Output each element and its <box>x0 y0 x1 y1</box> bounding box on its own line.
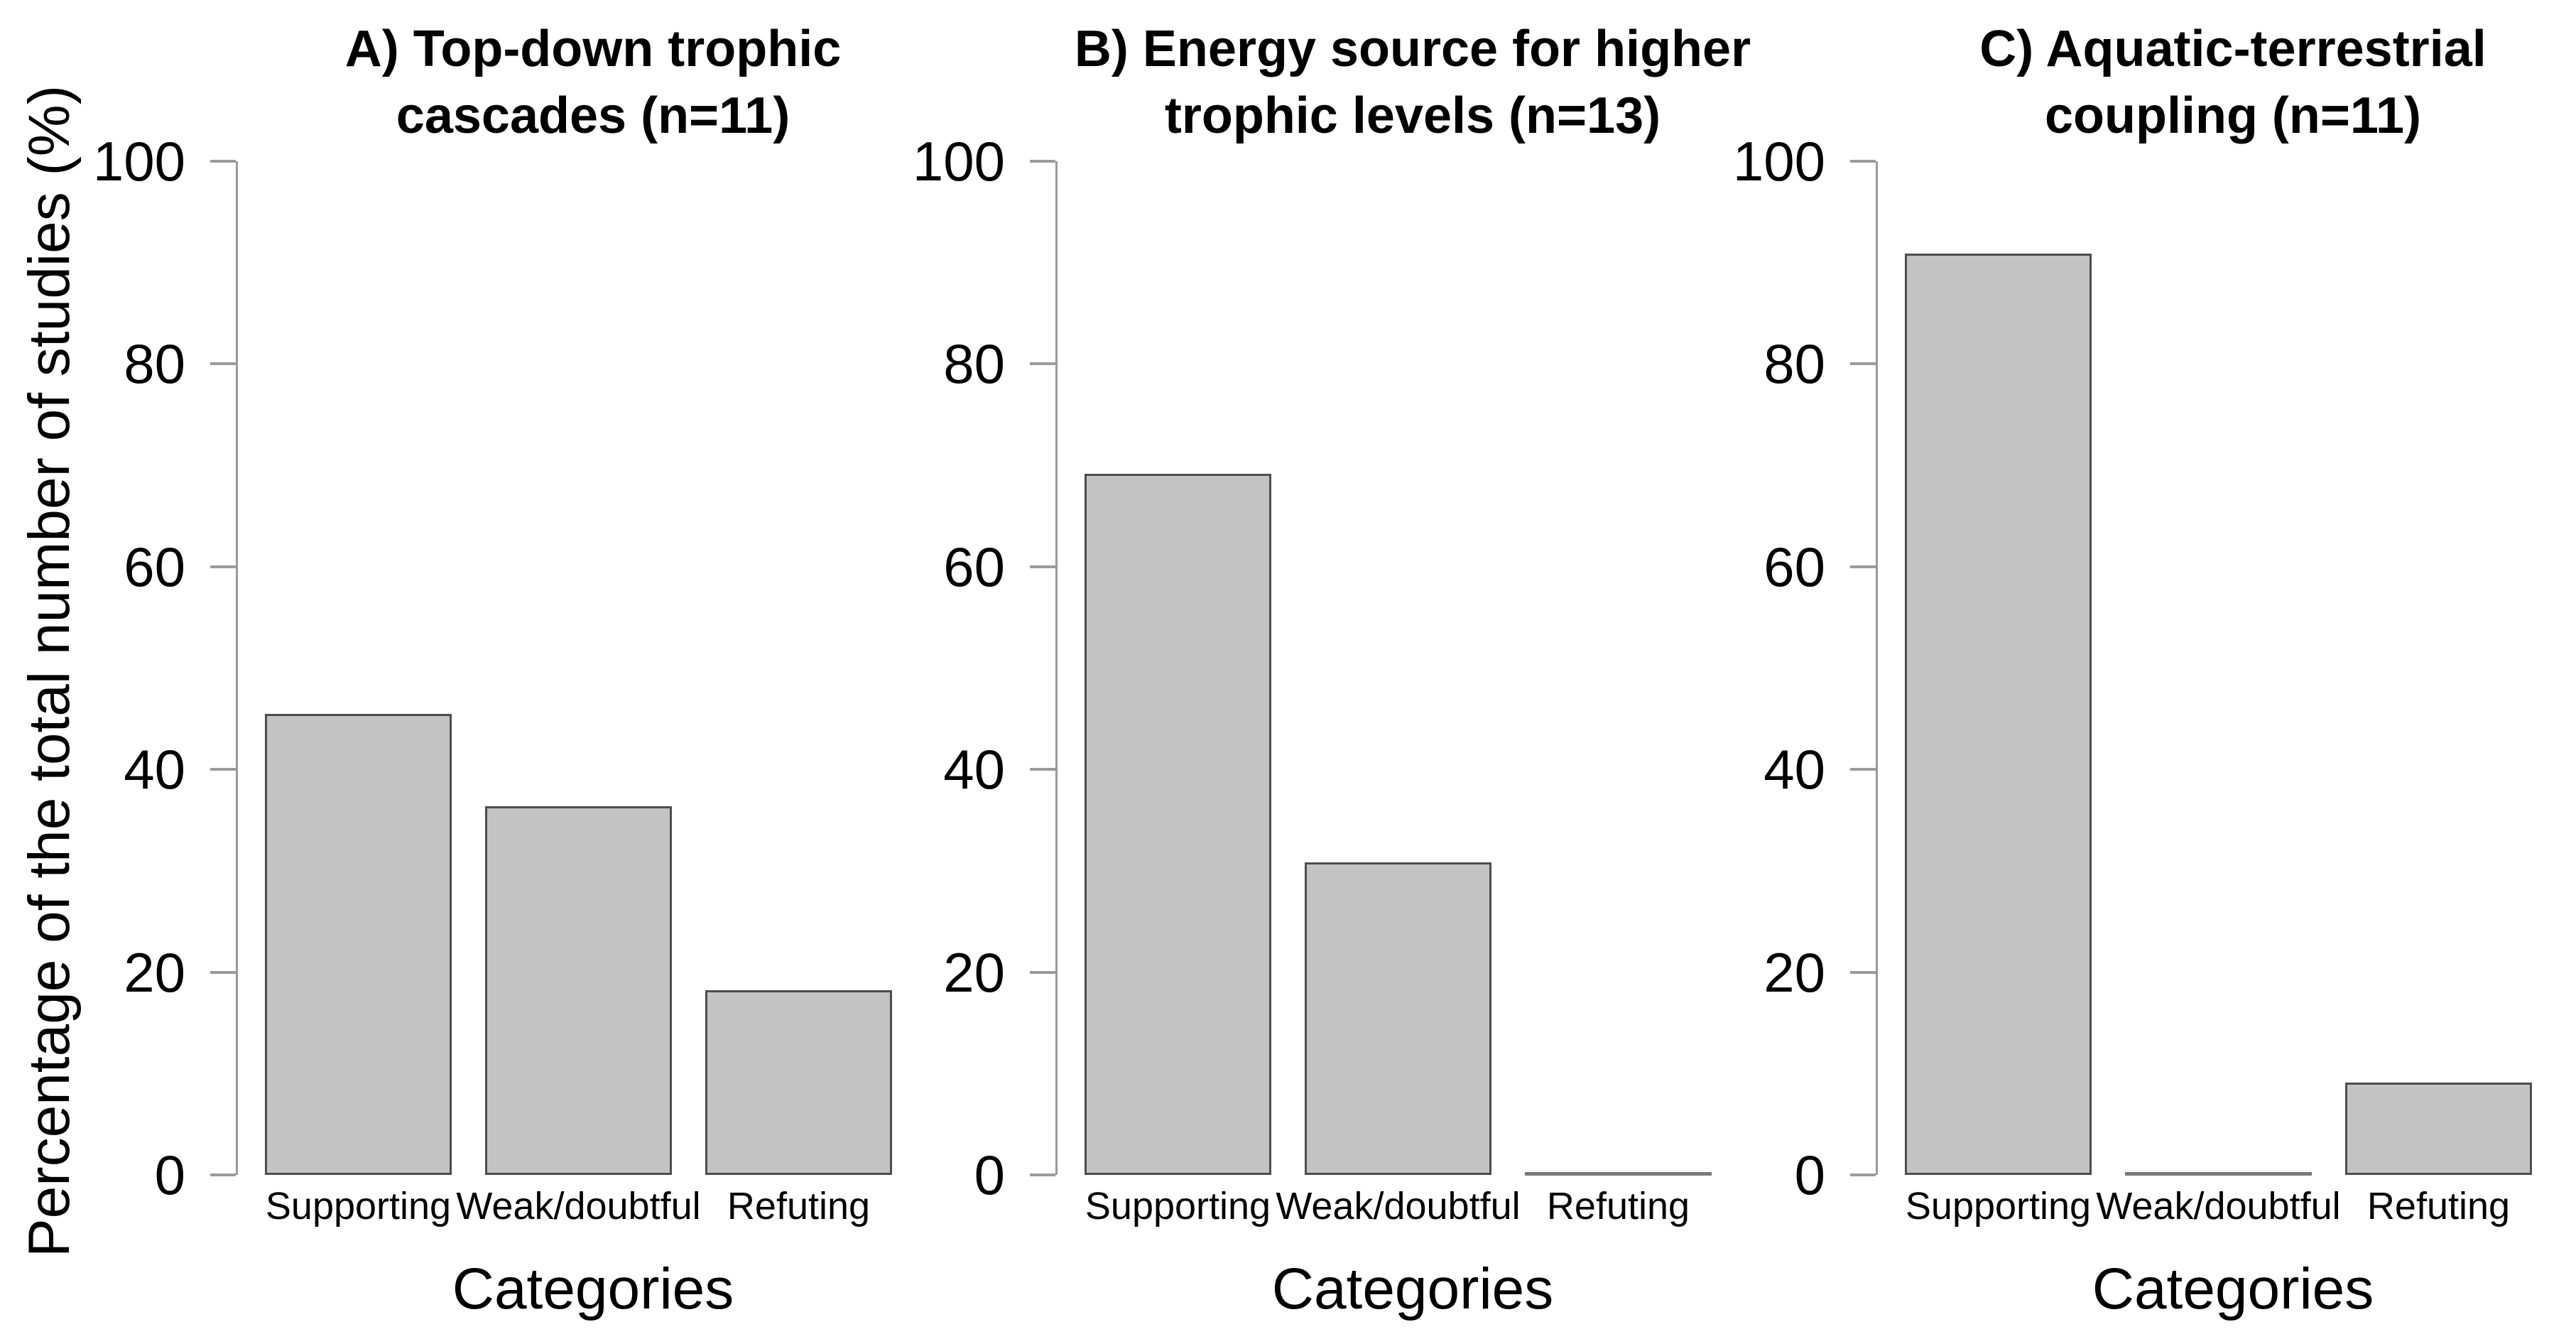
y-axis-tick-label: 80 <box>1763 332 1825 395</box>
y-axis-tick-label: 40 <box>1763 738 1825 801</box>
y-axis-tick-label: 0 <box>974 1144 1005 1206</box>
y-axis-tick-label: 0 <box>1794 1144 1825 1206</box>
y-axis-tick-label: 20 <box>943 941 1005 1004</box>
y-axis-tick-label: 20 <box>124 941 185 1004</box>
y-axis-tick-label: 40 <box>943 738 1005 801</box>
y-axis-line <box>1055 161 1058 1175</box>
y-axis-tick-label: 60 <box>124 536 185 598</box>
panel-b-title-line2: trophic levels (n=13) <box>1164 87 1661 144</box>
panel-b-title-line1: B) Energy source for higher <box>1074 21 1751 77</box>
category-label: Supporting <box>1905 1185 2092 1227</box>
panel-c-xaxis-label: Categories <box>2092 1257 2374 1321</box>
category-label: Supporting <box>1085 1185 1271 1227</box>
category-label: Weak/doubtful <box>1276 1185 1521 1227</box>
y-axis-tick <box>1850 1173 1876 1176</box>
bar-supporting <box>265 714 452 1175</box>
category-label: Supporting <box>265 1185 452 1227</box>
bar-weak-doubtful <box>485 806 672 1175</box>
bar-supporting <box>1905 254 2092 1175</box>
y-axis-tick <box>1030 565 1055 568</box>
y-axis-tick-label: 100 <box>92 130 185 193</box>
y-axis-tick-label: 60 <box>1763 536 1825 598</box>
y-axis-tick <box>1850 768 1876 771</box>
panel-b-title: B) Energy source for higher trophic leve… <box>1075 16 1751 149</box>
y-axis-tick-label: 100 <box>1732 130 1825 193</box>
y-axis-label: Percentage of the total number of studie… <box>17 85 82 1258</box>
y-axis-tick-label: 40 <box>124 738 185 801</box>
y-axis-tick-label: 100 <box>912 130 1005 193</box>
category-label: Refuting <box>727 1185 871 1227</box>
panel-c-title-line2: coupling (n=11) <box>2044 87 2422 144</box>
bar-zero-weak-doubtful <box>2125 1172 2312 1176</box>
bar-supporting <box>1085 474 1271 1175</box>
y-axis-tick <box>210 565 236 568</box>
y-axis-tick-label: 0 <box>154 1144 185 1206</box>
y-axis-tick <box>1030 362 1055 365</box>
bar-zero-refuting <box>1525 1172 1712 1176</box>
y-axis-tick <box>1030 160 1055 163</box>
bar-refuting <box>705 990 892 1175</box>
y-axis-line <box>1876 161 1878 1175</box>
y-axis-tick <box>1030 971 1055 974</box>
bar-weak-doubtful <box>1305 862 1491 1175</box>
y-axis-tick-label: 60 <box>943 536 1005 598</box>
y-axis-tick <box>1030 1173 1055 1176</box>
panel-b-xaxis-label: Categories <box>1271 1257 1554 1321</box>
category-label: Weak/doubtful <box>2096 1185 2341 1227</box>
y-axis-tick <box>210 362 236 365</box>
y-axis-tick <box>210 768 236 771</box>
y-axis-tick-label: 80 <box>943 332 1005 395</box>
y-axis-tick <box>1030 768 1055 771</box>
y-axis-tick <box>1850 160 1876 163</box>
panel-a-title: A) Top-down trophic cascades (n=11) <box>345 16 841 149</box>
y-axis-tick-label: 80 <box>124 332 185 395</box>
panel-a-xaxis-label: Categories <box>452 1257 734 1321</box>
y-axis-line <box>236 161 238 1175</box>
y-axis-tick-label: 20 <box>1763 941 1825 1004</box>
y-axis-tick <box>1850 971 1876 974</box>
panel-a-title-line2: cascades (n=11) <box>396 87 790 144</box>
y-axis-tick <box>210 971 236 974</box>
y-axis-tick <box>1850 362 1876 365</box>
y-axis-tick <box>1850 565 1876 568</box>
category-label: Refuting <box>2366 1185 2511 1227</box>
y-axis-tick <box>210 1173 236 1176</box>
category-label: Weak/doubtful <box>456 1185 701 1227</box>
category-label: Refuting <box>1546 1185 1690 1227</box>
y-axis-tick <box>210 160 236 163</box>
panel-c-title-line1: C) Aquatic-terrestrial <box>1979 21 2487 77</box>
panel-c-title: C) Aquatic-terrestrial coupling (n=11) <box>1979 16 2487 149</box>
panel-a-title-line1: A) Top-down trophic <box>344 21 842 77</box>
bar-refuting <box>2345 1083 2532 1175</box>
